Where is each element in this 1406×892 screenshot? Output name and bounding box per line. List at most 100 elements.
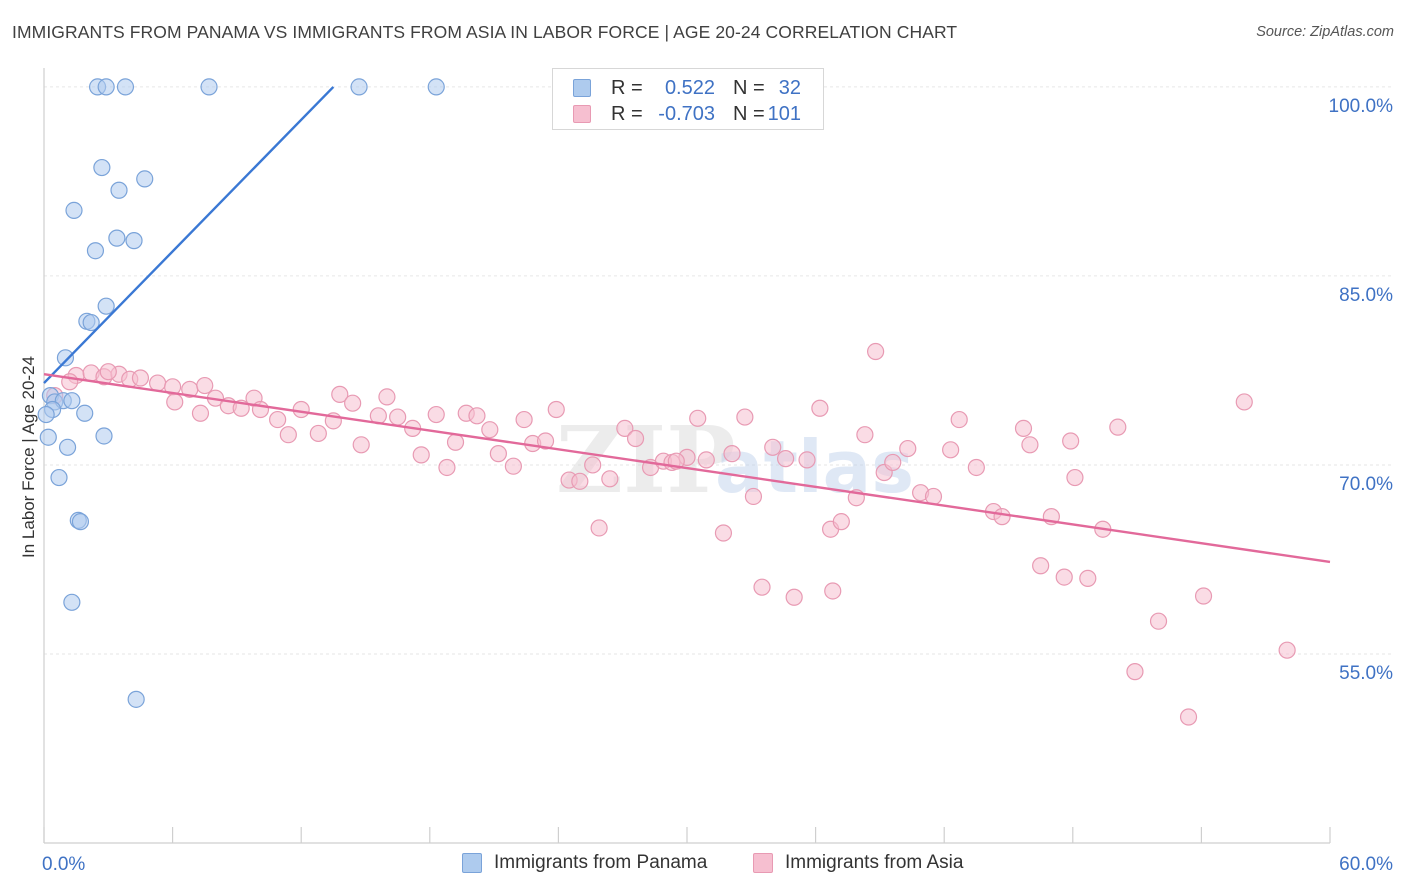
panama-point — [56, 349, 75, 367]
asia-point — [191, 404, 210, 422]
panama-point — [127, 690, 145, 708]
chart-title: IMMIGRANTS FROM PANAMA VS IMMIGRANTS FRO… — [12, 22, 958, 42]
asia-point — [967, 458, 985, 477]
panama-point — [58, 438, 77, 456]
series-panama-points — [37, 78, 445, 708]
panama-point — [71, 513, 90, 531]
asia-point — [832, 513, 850, 531]
grid-lines — [44, 86, 1393, 655]
legend-swatch-panama — [573, 79, 591, 97]
trend-lines — [43, 86, 1331, 564]
panama-point — [110, 181, 128, 199]
legend-swatch-panama — [462, 853, 482, 873]
legend-n-label: N = — [733, 77, 765, 99]
trend-line-asia — [43, 373, 1331, 564]
asia-point — [736, 408, 754, 426]
panama-point — [427, 78, 445, 96]
asia-point — [352, 436, 370, 454]
asia-point — [269, 410, 287, 429]
legend-row-asia: R = -0.703 N = 101 — [553, 101, 823, 127]
legend-label-panama: Immigrants from Panama — [494, 852, 708, 873]
legend-swatch-asia — [573, 105, 591, 123]
asia-point — [824, 582, 842, 600]
asia-point — [1194, 587, 1213, 605]
legend-r-value: 0.522 — [664, 77, 715, 99]
axes — [43, 68, 1331, 844]
legend-r-value: -0.703 — [658, 103, 715, 125]
asia-point — [148, 374, 167, 392]
asia-point — [899, 439, 917, 458]
legend-row-panama: R = 0.522 N = 32 — [553, 75, 823, 101]
panama-point — [39, 428, 57, 446]
legend-n-value: 101 — [767, 103, 801, 125]
asia-point — [942, 441, 960, 459]
legend-n-label: N = — [733, 103, 765, 125]
panama-point — [200, 78, 218, 96]
legend-r-label: R = — [611, 77, 643, 99]
asia-point — [1235, 393, 1253, 411]
asia-point — [1032, 557, 1050, 575]
asia-point — [468, 407, 486, 425]
asia-point — [616, 419, 634, 438]
panama-point — [136, 170, 154, 188]
asia-point — [1149, 612, 1168, 630]
asia-point — [571, 472, 589, 490]
panama-point — [108, 229, 126, 247]
asia-point — [697, 451, 715, 469]
asia-point — [924, 487, 943, 506]
asia-point — [1014, 419, 1033, 438]
asia-point — [131, 369, 150, 387]
asia-point — [798, 451, 816, 469]
asia-point — [309, 424, 327, 443]
asia-point — [584, 456, 602, 474]
asia-point — [590, 519, 608, 537]
legend-r-label: R = — [611, 103, 643, 125]
y-tick-label: 55.0% — [1339, 663, 1393, 684]
asia-point — [785, 588, 803, 606]
y-tick-label: 70.0% — [1339, 474, 1393, 495]
panama-point — [63, 392, 81, 410]
asia-point — [714, 524, 733, 542]
asia-point — [993, 508, 1011, 526]
asia-point — [1055, 568, 1073, 586]
asia-point — [884, 453, 902, 472]
asia-point — [689, 409, 707, 427]
y-tick-label: 85.0% — [1339, 285, 1393, 306]
asia-point — [723, 445, 741, 463]
trend-line-panama — [43, 86, 335, 384]
asia-point — [1079, 569, 1097, 587]
asia-point — [279, 426, 297, 444]
asia-point — [438, 458, 456, 477]
asia-point — [867, 342, 885, 361]
panama-point — [116, 78, 135, 96]
asia-point — [1126, 663, 1144, 681]
y-tick-labels: 55.0% 70.0% 85.0% 100.0% — [1329, 96, 1394, 684]
source-credit: Source: ZipAtlas.com — [1256, 24, 1394, 40]
legend-label-asia: Immigrants from Asia — [785, 852, 964, 873]
series-legend: Immigrants from Panama Immigrants from A… — [0, 852, 1406, 878]
asia-point — [412, 446, 430, 464]
asia-point — [753, 578, 771, 596]
asia-point — [950, 410, 968, 429]
panama-point — [86, 242, 105, 260]
asia-point — [99, 363, 117, 381]
asia-point — [504, 457, 522, 475]
panama-point — [97, 78, 115, 96]
panama-point — [63, 593, 81, 611]
legend-n-value: 32 — [778, 77, 801, 99]
asia-point — [515, 410, 533, 429]
asia-point — [764, 438, 782, 456]
asia-point — [1062, 432, 1080, 450]
asia-point — [547, 400, 565, 419]
asia-point — [196, 376, 214, 395]
x-tick-label-min: 0.0% — [42, 854, 85, 875]
x-tick-label-max: 60.0% — [1339, 854, 1393, 875]
asia-point — [1179, 708, 1198, 726]
asia-point — [1066, 468, 1084, 487]
panama-point — [93, 158, 111, 177]
asia-point — [427, 405, 445, 424]
asia-point — [1021, 436, 1039, 454]
asia-point — [166, 393, 184, 411]
asia-point — [344, 394, 362, 412]
